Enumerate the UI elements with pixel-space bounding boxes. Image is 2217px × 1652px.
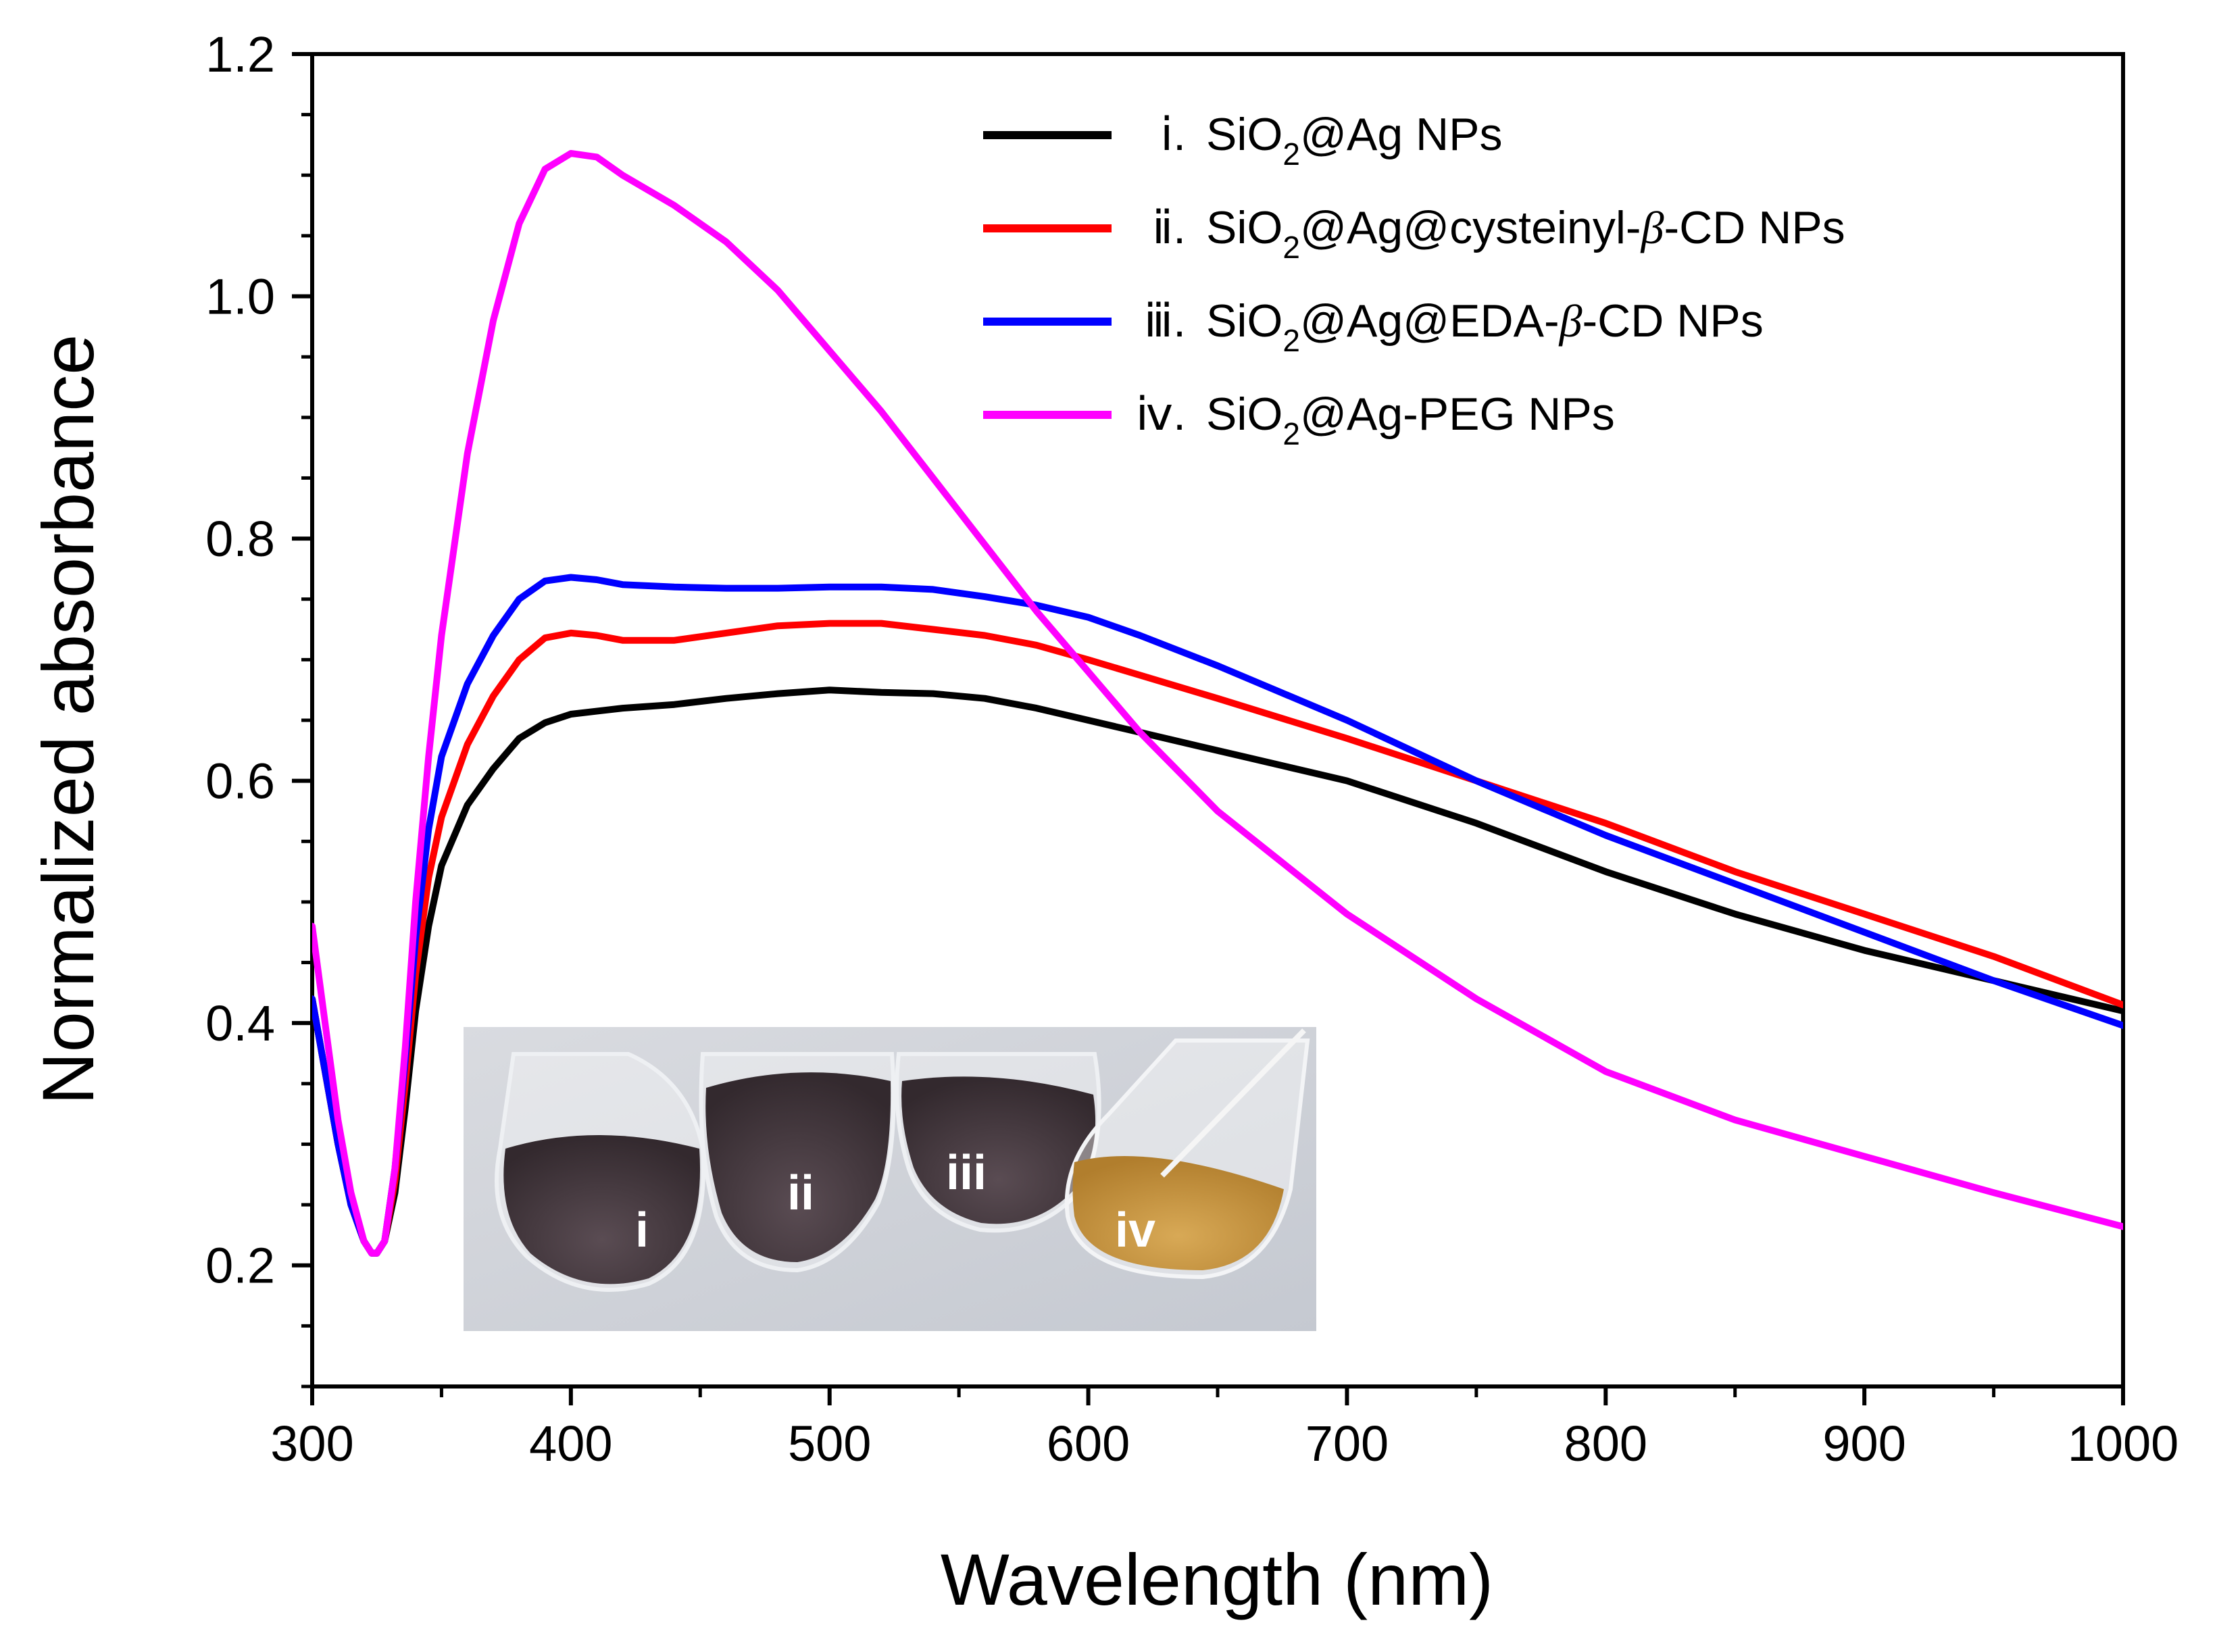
x-axis-ticks: 300 400 500 600 700 800 900 1000 xyxy=(270,1386,2178,1472)
legend-label-4: SiO2@Ag-PEG NPs xyxy=(1206,389,1615,451)
x-tick-label: 400 xyxy=(529,1416,612,1472)
y-tick-label: 0.2 xyxy=(205,1238,275,1294)
y-axis-title: Normalized absorbance xyxy=(27,334,109,1105)
legend-label-2: SiO2@Ag@cysteinyl-β-CD NPs xyxy=(1206,202,1845,265)
legend-numeral-3: ⅲ. xyxy=(1144,295,1186,347)
legend-numeral-2: ⅱ. xyxy=(1152,202,1186,253)
tube-iv xyxy=(1064,1028,1310,1280)
tube-label-ii: ii xyxy=(787,1166,814,1220)
legend-numeral-4: ⅳ. xyxy=(1136,389,1186,440)
inset-photo: i ii iii iv xyxy=(464,1027,1316,1331)
x-tick-label: 700 xyxy=(1305,1416,1389,1472)
tube-iii xyxy=(895,1052,1101,1233)
tube-ii xyxy=(699,1052,896,1273)
y-tick-label: 1.2 xyxy=(205,26,275,82)
x-tick-label: 1000 xyxy=(2068,1416,2179,1472)
x-tick-label: 800 xyxy=(1564,1416,1647,1472)
x-axis-title: Wavelength (nm) xyxy=(941,1538,1493,1620)
legend-numeral-1: ⅰ. xyxy=(1160,109,1186,160)
pipette xyxy=(1160,1028,1306,1178)
y-tick-label: 1.0 xyxy=(205,269,275,325)
x-tick-label: 300 xyxy=(270,1416,353,1472)
y-tick-label: 0.4 xyxy=(205,995,275,1051)
legend-label-3: SiO2@Ag@EDA-β-CD NPs xyxy=(1206,295,1764,358)
legend: ⅰ. SiO2@Ag NPs ⅱ. SiO2@Ag@cysteinyl-β-CD NP… xyxy=(983,109,1845,451)
y-axis-ticks: 0.2 0.4 0.6 0.8 1.0 1.2 xyxy=(205,26,312,1388)
x-tick-label: 500 xyxy=(788,1416,871,1472)
x-tick-label: 900 xyxy=(1822,1416,1905,1472)
y-tick-label: 0.6 xyxy=(205,753,275,809)
tube-i xyxy=(495,1052,705,1292)
tube-label-iii: iii xyxy=(946,1146,987,1200)
tube-label-i: i xyxy=(635,1203,649,1257)
series-line-4 xyxy=(312,150,2123,1257)
legend-label-1: SiO2@Ag NPs xyxy=(1206,109,1503,172)
series-group xyxy=(312,150,2123,1257)
y-tick-label: 0.8 xyxy=(205,511,275,567)
x-tick-label: 600 xyxy=(1047,1416,1130,1472)
tube-label-iv: iv xyxy=(1115,1203,1155,1257)
